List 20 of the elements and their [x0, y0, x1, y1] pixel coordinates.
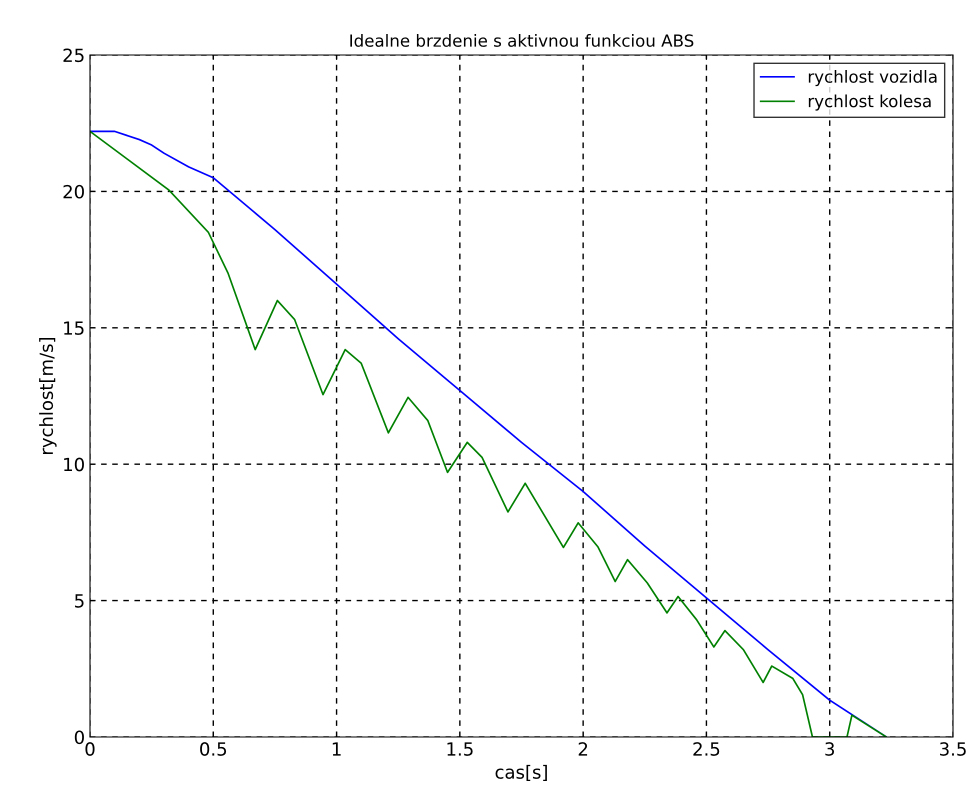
x-tick-label: 0	[85, 742, 95, 756]
x-tick-label: 1.5	[447, 742, 473, 756]
x-tick-label: 0.5	[200, 742, 226, 756]
x-axis-title: cas[s]	[496, 764, 547, 781]
y-tick-label: 10	[64, 458, 84, 472]
x-tick-label: 3	[825, 742, 834, 756]
x-tick-label: 2	[578, 742, 588, 756]
legend-label: rychlost vozidla	[808, 70, 936, 86]
x-tick-label: 2.5	[693, 742, 720, 756]
y-tick-label: 25	[63, 48, 84, 62]
line-series	[90, 130, 888, 737]
chart-title: Idealne brzdenie s aktivnou funkciou ABS	[350, 34, 694, 47]
legend-label: rychlost kolesa	[808, 94, 931, 111]
y-axis-title: rychlost[m/s]	[39, 338, 57, 454]
x-tick-label: 1	[332, 742, 341, 756]
y-tick-label: 20	[63, 184, 84, 199]
y-tick-label: 5	[75, 594, 84, 608]
y-tick-label: 0	[74, 730, 84, 744]
y-tick-label: 15	[64, 321, 84, 335]
x-tick-label: 3.5	[940, 742, 966, 756]
